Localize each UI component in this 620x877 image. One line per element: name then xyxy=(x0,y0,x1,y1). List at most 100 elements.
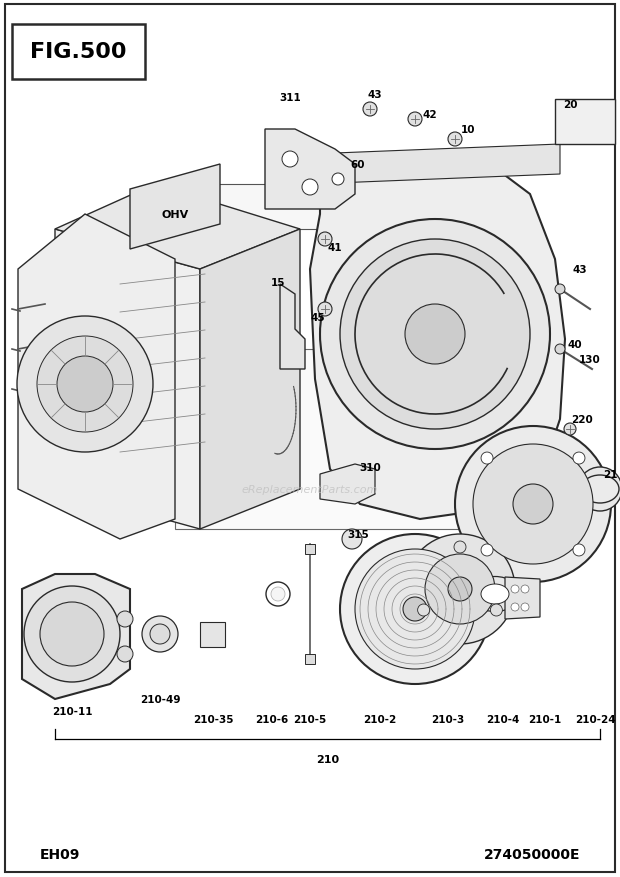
Text: 210-5: 210-5 xyxy=(293,714,327,724)
Circle shape xyxy=(266,582,290,606)
Circle shape xyxy=(57,357,113,412)
Text: 210-6: 210-6 xyxy=(255,714,289,724)
Text: 43: 43 xyxy=(573,265,587,275)
Circle shape xyxy=(363,103,377,117)
Circle shape xyxy=(555,285,565,295)
Polygon shape xyxy=(55,230,200,530)
Polygon shape xyxy=(200,230,300,530)
Text: eReplacementParts.com: eReplacementParts.com xyxy=(242,484,378,495)
Text: OHV: OHV xyxy=(161,210,188,220)
Text: 43: 43 xyxy=(368,90,383,100)
Polygon shape xyxy=(265,130,355,210)
Circle shape xyxy=(573,453,585,465)
Circle shape xyxy=(521,585,529,594)
Circle shape xyxy=(282,152,298,168)
Circle shape xyxy=(425,554,495,624)
Circle shape xyxy=(340,239,530,430)
Polygon shape xyxy=(55,185,300,270)
Text: 42: 42 xyxy=(423,110,437,120)
Circle shape xyxy=(40,602,104,667)
Circle shape xyxy=(302,180,318,196)
Text: 210-35: 210-35 xyxy=(193,714,233,724)
Circle shape xyxy=(448,132,462,146)
Polygon shape xyxy=(200,623,225,647)
Circle shape xyxy=(511,585,519,594)
Text: FIG.500: FIG.500 xyxy=(30,42,126,62)
Circle shape xyxy=(481,545,493,556)
Text: 220: 220 xyxy=(571,415,593,424)
Circle shape xyxy=(473,445,593,565)
Text: 20: 20 xyxy=(563,100,577,110)
Circle shape xyxy=(117,646,133,662)
Text: 130: 130 xyxy=(579,354,601,365)
Circle shape xyxy=(24,587,120,682)
Polygon shape xyxy=(175,350,490,530)
Text: EH09: EH09 xyxy=(40,847,81,861)
Text: 210: 210 xyxy=(316,754,340,764)
Text: 310: 310 xyxy=(359,462,381,473)
Circle shape xyxy=(490,604,502,617)
Text: 60: 60 xyxy=(351,160,365,170)
Circle shape xyxy=(342,530,362,549)
Circle shape xyxy=(142,617,178,652)
Circle shape xyxy=(454,541,466,553)
Circle shape xyxy=(340,534,490,684)
Text: 210-11: 210-11 xyxy=(51,706,92,717)
Polygon shape xyxy=(320,465,375,504)
Circle shape xyxy=(455,426,611,582)
Circle shape xyxy=(513,484,553,524)
Text: 210-4: 210-4 xyxy=(486,714,520,724)
Circle shape xyxy=(481,453,493,465)
Circle shape xyxy=(408,113,422,127)
Polygon shape xyxy=(12,25,145,80)
Polygon shape xyxy=(505,577,540,619)
Polygon shape xyxy=(18,215,175,539)
Circle shape xyxy=(403,597,427,621)
Polygon shape xyxy=(5,5,615,872)
Circle shape xyxy=(318,303,332,317)
Text: 210-1: 210-1 xyxy=(528,714,562,724)
Circle shape xyxy=(355,549,475,669)
Circle shape xyxy=(17,317,153,453)
Polygon shape xyxy=(305,545,315,554)
Text: 40: 40 xyxy=(568,339,582,350)
Ellipse shape xyxy=(481,584,509,604)
Circle shape xyxy=(418,604,430,617)
Polygon shape xyxy=(310,155,565,519)
Circle shape xyxy=(271,588,285,602)
Circle shape xyxy=(521,603,529,611)
Ellipse shape xyxy=(470,577,520,612)
Text: 210-3: 210-3 xyxy=(432,714,464,724)
Text: 210-2: 210-2 xyxy=(363,714,397,724)
Text: 315: 315 xyxy=(347,530,369,539)
Text: 21: 21 xyxy=(603,469,618,480)
Text: 311: 311 xyxy=(279,93,301,103)
Text: 274050000E: 274050000E xyxy=(484,847,580,861)
Circle shape xyxy=(150,624,170,645)
Circle shape xyxy=(318,232,332,246)
Circle shape xyxy=(555,345,565,354)
Circle shape xyxy=(117,611,133,627)
Circle shape xyxy=(37,337,133,432)
Circle shape xyxy=(511,603,519,611)
Polygon shape xyxy=(22,574,130,699)
Ellipse shape xyxy=(581,475,619,503)
Circle shape xyxy=(564,424,576,436)
Polygon shape xyxy=(310,145,560,185)
Circle shape xyxy=(405,304,465,365)
Polygon shape xyxy=(555,100,615,145)
Text: 45: 45 xyxy=(311,312,326,323)
Text: 210-49: 210-49 xyxy=(140,695,180,704)
Text: 15: 15 xyxy=(271,278,285,288)
Polygon shape xyxy=(130,165,220,250)
Circle shape xyxy=(405,534,515,645)
Circle shape xyxy=(332,174,344,186)
Text: 41: 41 xyxy=(328,243,342,253)
Polygon shape xyxy=(280,285,305,369)
Polygon shape xyxy=(175,185,490,230)
Circle shape xyxy=(448,577,472,602)
Text: 210-24: 210-24 xyxy=(575,714,615,724)
Circle shape xyxy=(320,220,550,450)
Circle shape xyxy=(573,545,585,556)
Polygon shape xyxy=(305,654,315,664)
